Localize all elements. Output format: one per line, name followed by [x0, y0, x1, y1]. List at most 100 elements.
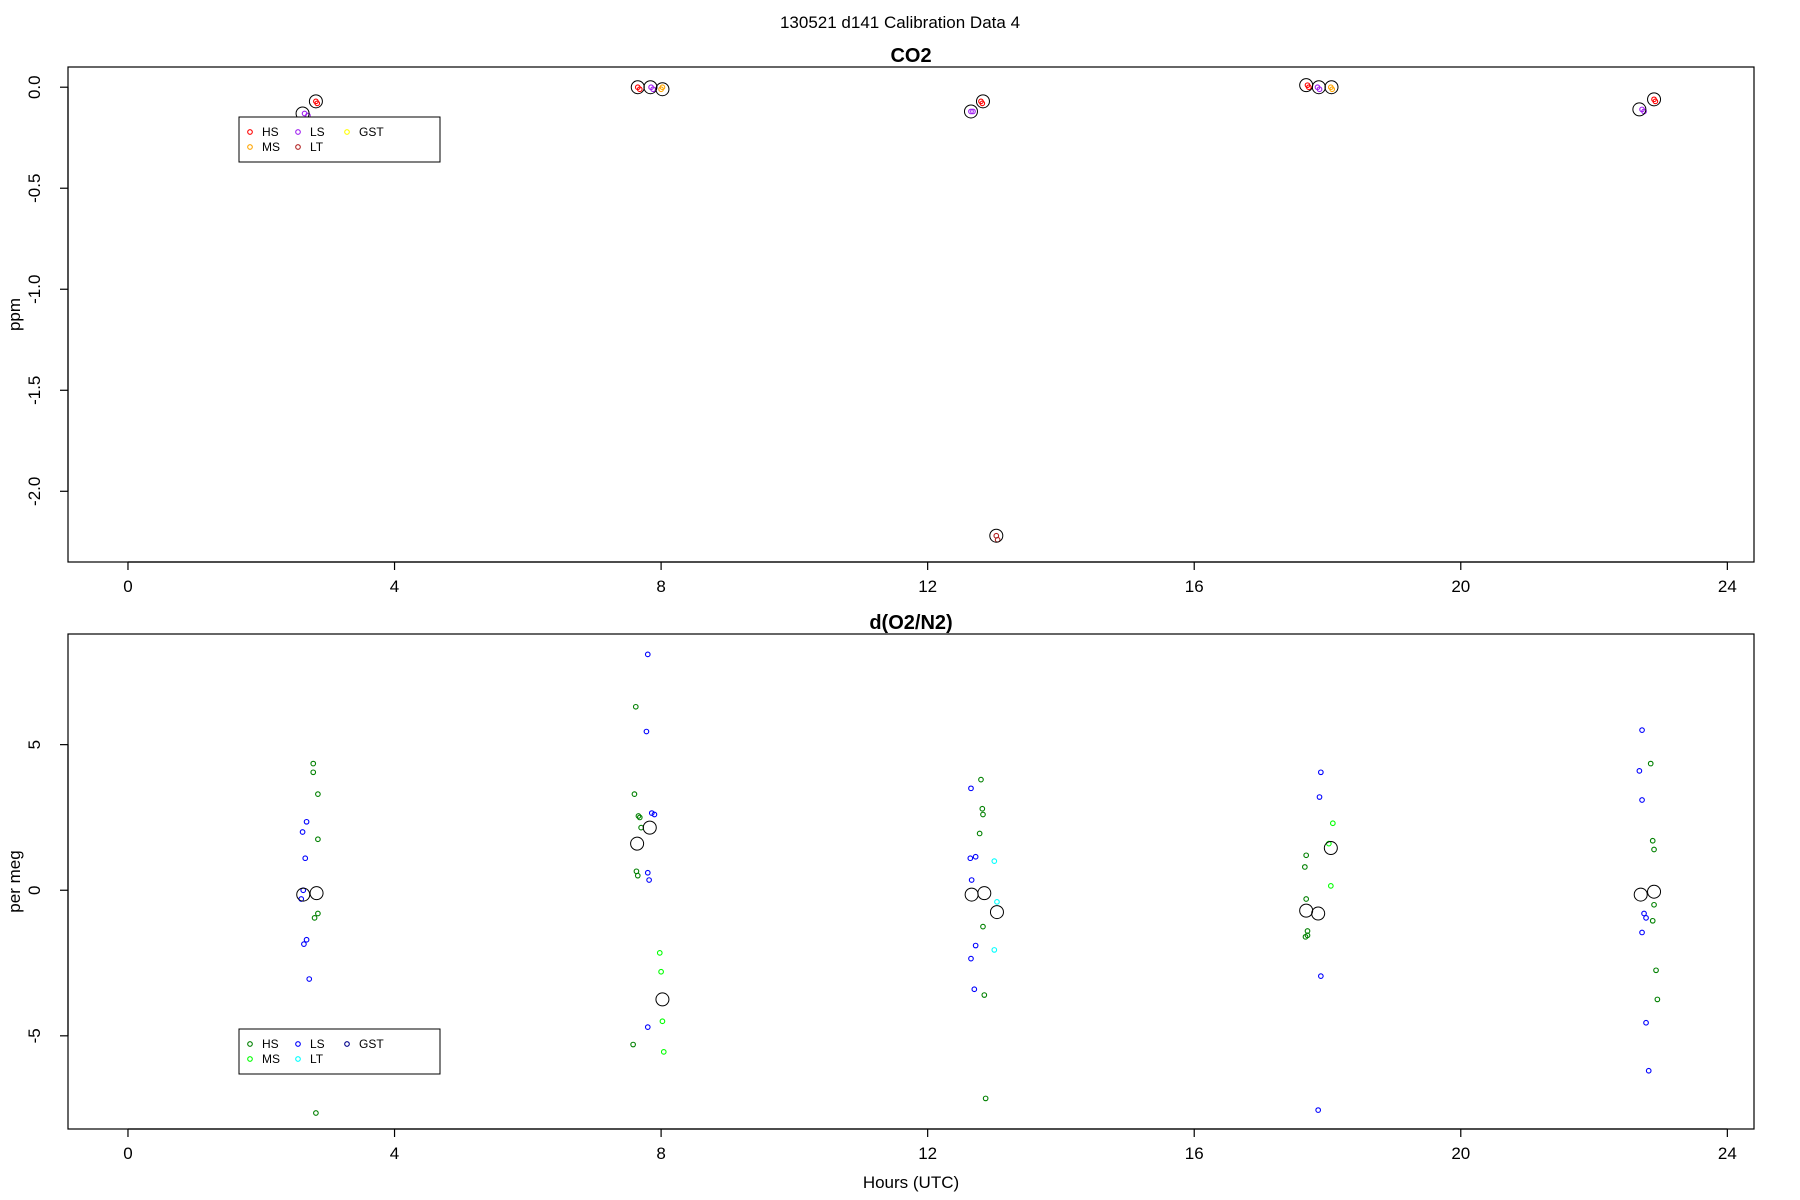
chart-title: d(O2/N2): [869, 612, 952, 634]
legend-label: HS: [262, 1037, 279, 1051]
x-tick-label: 4: [390, 577, 399, 596]
x-tick-label: 12: [918, 577, 937, 596]
data-point: [1317, 769, 1324, 776]
x-tick-label: 8: [656, 1144, 665, 1163]
data-point: [1327, 883, 1334, 889]
x-axis-label: Hours (UTC): [863, 1173, 959, 1192]
data-point: [303, 818, 310, 825]
data-point: [1639, 797, 1645, 803]
data-point: [978, 776, 984, 783]
data-point: [635, 813, 642, 819]
data-point: [991, 858, 998, 864]
data-point: [1329, 820, 1336, 827]
y-tick-label: 0.0: [25, 75, 44, 99]
x-tick-label: 20: [1451, 577, 1470, 596]
mean-marker: [1323, 841, 1338, 856]
data-point: [636, 86, 643, 93]
mean-marker: [1647, 92, 1662, 107]
mean-marker: [977, 886, 992, 901]
mean-marker: [989, 905, 1004, 920]
data-point: [968, 955, 974, 962]
data-point: [980, 923, 986, 930]
data-point: [1652, 98, 1659, 105]
data-point: [972, 853, 979, 860]
mean-marker: [964, 887, 979, 902]
data-point: [1641, 910, 1647, 917]
data-point: [310, 760, 317, 767]
data-point: [1654, 996, 1661, 1003]
data-point: [313, 1110, 319, 1116]
data-point: [1301, 864, 1308, 870]
legend-label: HS: [262, 125, 279, 139]
data-point: [315, 910, 321, 917]
legend-box: [238, 116, 441, 163]
y-axis-label: ppm: [5, 298, 24, 331]
y-tick-label: -1.0: [25, 275, 44, 304]
y-tick-label: -5: [25, 1028, 44, 1043]
x-tick-label: 16: [1185, 1144, 1204, 1163]
data-point: [1639, 727, 1645, 733]
chart-panel-2: d(O2/N2) 0 4 8 12 16 20 24 5 0 -5 per meg Hours (UTC…: [5, 612, 1755, 1192]
y-tick-label: 0: [25, 886, 44, 895]
y-tick-label: 5: [25, 740, 44, 749]
data-point: [303, 936, 310, 943]
mean-marker: [963, 104, 978, 119]
legend-label: LT: [310, 140, 324, 154]
legend-label: LS: [310, 1037, 325, 1051]
legend-marker: [295, 129, 301, 135]
mean-marker: [655, 82, 670, 97]
data-point: [644, 1024, 651, 1030]
data-point: [972, 942, 979, 949]
y-tick-label: -2.0: [25, 477, 44, 506]
data-point: [634, 872, 641, 879]
y-axis-label: per meg: [5, 850, 24, 912]
data-point: [1316, 794, 1323, 800]
data-point: [299, 829, 306, 835]
mean-marker: [309, 886, 324, 901]
legend-marker: [247, 1041, 253, 1047]
data-point: [650, 86, 656, 93]
data-point: [659, 1018, 666, 1025]
data-point: [968, 785, 974, 792]
chart-title: CO2: [890, 45, 931, 67]
data-point: [967, 855, 974, 862]
series-lt: [991, 858, 1000, 953]
data-point: [638, 824, 644, 831]
series-ls: [298, 651, 1652, 1113]
mean-markers: [295, 78, 1662, 543]
legend-marker: [247, 1056, 253, 1062]
x-tick-label: 20: [1451, 1144, 1470, 1163]
data-point: [1653, 967, 1659, 974]
data-point: [643, 728, 650, 735]
data-point: [1639, 929, 1645, 936]
x-tick-label: 24: [1718, 1144, 1737, 1163]
legend-label: GST: [359, 125, 384, 139]
data-point: [1303, 896, 1310, 902]
series-hs: [310, 703, 1661, 1116]
data-point: [1643, 915, 1649, 921]
mean-marker: [1299, 903, 1314, 918]
data-point: [982, 1095, 989, 1102]
series-ms: [658, 84, 1336, 93]
data-point: [1302, 933, 1309, 940]
legend-marker: [344, 1041, 350, 1047]
mean-marker: [643, 80, 658, 95]
data-point: [301, 941, 307, 947]
data-point: [658, 968, 664, 975]
x-tick-label: 0: [123, 1144, 132, 1163]
x-tick-label: 0: [123, 577, 132, 596]
mean-marker: [308, 94, 323, 109]
series-ls: [301, 84, 1647, 119]
data-point: [1315, 1107, 1322, 1113]
data-point: [315, 836, 321, 843]
data-point: [631, 791, 638, 797]
x-tick-label: 12: [918, 1144, 937, 1163]
chart-panel-1: CO2 0 4 8 12 16 20 24 0.0 -0.5 -1.0 -1.5 -2.0 ppm HSMS…: [5, 45, 1755, 596]
legend-label: LT: [310, 1052, 324, 1066]
legend-label: MS: [262, 140, 280, 154]
data-point: [1651, 901, 1657, 908]
series-lt: [993, 532, 1001, 543]
